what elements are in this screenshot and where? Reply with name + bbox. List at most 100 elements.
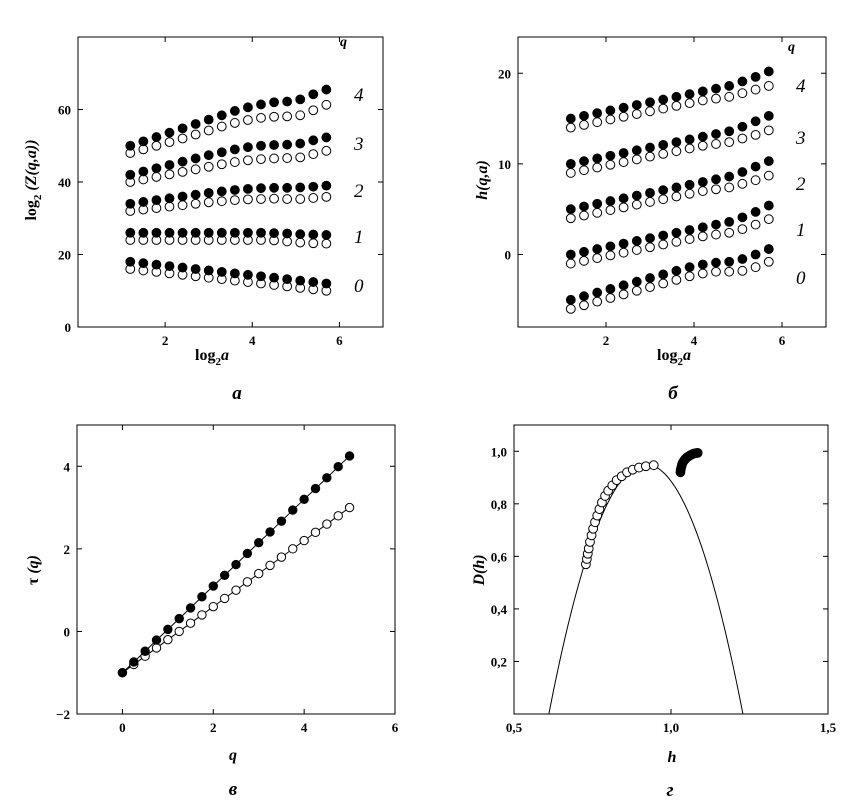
panel-b-open-point (605, 250, 616, 261)
panel-b-open-point (750, 129, 761, 140)
panel-b-filled-point (645, 187, 655, 198)
panel-c-filled-point (174, 613, 184, 624)
panel-a-x-axis-label: log2a (195, 347, 229, 368)
panel-b-open-point (605, 293, 616, 303)
panel-a-filled-point (295, 182, 306, 193)
panel-a-open-point (151, 140, 162, 151)
panel-b-filled-point (684, 89, 695, 99)
panel-c-plot-frame (76, 424, 396, 715)
panel-b-filled-point (671, 227, 682, 238)
panel-a-open-point (216, 121, 227, 132)
panel-b-filled-point (631, 276, 642, 287)
panel-a-open-point (308, 105, 319, 116)
panel-b-filled-point (737, 212, 748, 223)
panel-a-open-point (164, 169, 175, 180)
panel-a-open-point (295, 152, 306, 163)
panel-a-filled-point (125, 256, 136, 267)
panel-b-filled-point (592, 108, 603, 119)
panel-b-open-point (763, 81, 774, 91)
panel-b-filled-point (671, 265, 682, 276)
panel-a-filled-point (138, 258, 149, 269)
panel-a-open-point (229, 118, 240, 128)
panel-b-open-point (750, 175, 761, 186)
panel-a-filled-point (269, 140, 279, 150)
panel-b-filled-point (579, 156, 589, 167)
panel-b-y-tick-label: 0 (505, 248, 512, 263)
panel-a-open-point (282, 111, 293, 122)
panel-a-filled-point (151, 132, 162, 142)
panel-b-filled-point (750, 207, 761, 217)
panel-b-open-point (631, 245, 642, 255)
panel-d-x-tick-label: 0,5 (506, 720, 523, 735)
panel-a-open-point (269, 111, 279, 122)
panel-a-filled-point (203, 227, 214, 238)
panel-a-open-point (243, 194, 253, 205)
panel-c-open-point (231, 585, 241, 595)
panel-b-open-point (618, 157, 629, 167)
panel-a-filled-point (269, 272, 279, 283)
panel-b-filled-point (605, 241, 616, 252)
panel-c-open-point (219, 593, 230, 604)
panel-b-open-point (724, 266, 735, 277)
panel-a-y-tick-label: 20 (58, 248, 71, 263)
panel-b-open-point (737, 265, 748, 276)
panel-b-filled-point (684, 225, 695, 235)
panel-a-y-axis-label: log2 (Z(q,a)) (23, 139, 44, 220)
panel-a-filled-point (269, 228, 279, 239)
panel-d-y-axis-label: D(h) (471, 554, 488, 586)
panel-a-filled-point (125, 198, 136, 209)
panel-b-filled-point (565, 113, 576, 124)
panel-a-q-label: 2 (354, 181, 364, 202)
panel-b-open-point (671, 236, 682, 247)
panel-a-filled-point (151, 163, 162, 174)
panel-a-filled-point (216, 227, 227, 238)
panel-a-filled-point (151, 195, 162, 206)
panel-a-filled-point (282, 96, 293, 107)
panel-c-open-point (197, 610, 207, 620)
panel-d-y-tick-label: 0,2 (491, 654, 507, 669)
panel-c-open-point (299, 535, 309, 546)
panel-a-filled-point (177, 156, 188, 167)
panel-a-plot-frame (77, 36, 384, 328)
panel-a-filled-point (190, 119, 201, 129)
panel-b-q-label: 0 (796, 268, 806, 289)
panel-c-filled-point (219, 570, 230, 580)
panel-b-filled-point (763, 244, 774, 254)
panel-b-open-point (579, 300, 589, 311)
panel-b-open-point (645, 106, 655, 117)
panel-b-y-tick-label: 10 (498, 157, 511, 172)
panel-b-open-point (750, 84, 761, 95)
panel-b-open-point (645, 151, 655, 162)
panel-b-filled-point (763, 66, 774, 77)
panel-c-open-point (310, 527, 321, 538)
panel-a-open-point (164, 137, 175, 148)
panel-b-filled-point (711, 129, 721, 139)
panel-a-x-tick-label: 4 (249, 333, 256, 348)
panel-a-open-point (164, 201, 175, 212)
panel-a-open-point (295, 237, 306, 248)
panel-b-x-tick-label: 6 (779, 333, 786, 348)
panel-b-open-point (565, 213, 576, 224)
panel-a-filled-point (282, 182, 293, 193)
panel-b-open-point (631, 199, 642, 210)
panel-d-fit-curve (548, 463, 744, 715)
panel-b-open-point (658, 239, 669, 250)
panel-a-filled-point (282, 139, 293, 150)
panel-a-filled-point (282, 274, 293, 285)
panel-b-filled-point (697, 131, 708, 142)
panel-c-filled-point (333, 461, 343, 472)
panel-c-open-point (288, 544, 298, 554)
panel-a-x-tick-label: 2 (162, 333, 169, 348)
panel-c-open-point (242, 577, 253, 587)
panel-b-filled-point (605, 196, 616, 206)
panel-b-open-point (618, 202, 629, 213)
panel-b-filled-point (697, 222, 708, 233)
panel-a-open-point (321, 191, 332, 202)
panel-b-y-tick-label: 20 (498, 66, 511, 81)
panel-b-filled-point (684, 262, 695, 273)
panel-a-filled-point (295, 94, 306, 105)
panel-b-open-point (684, 271, 695, 282)
panel-a-filled-point (164, 193, 175, 204)
panel-a-filled-point (229, 106, 240, 116)
